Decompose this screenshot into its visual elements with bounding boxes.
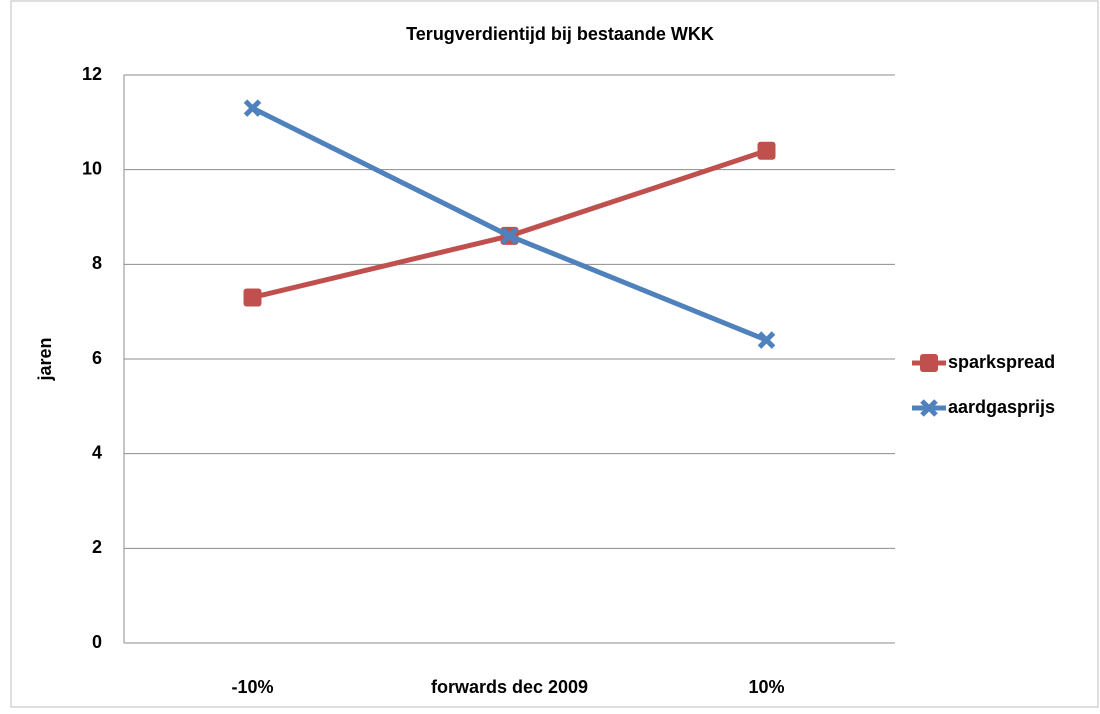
marker: [757, 331, 776, 349]
legend-label: sparkspread: [948, 352, 1055, 372]
y-tick-label: 0: [92, 632, 102, 652]
marker: [757, 141, 776, 160]
x-tick-label: forwards dec 2009: [431, 677, 588, 697]
marker: [500, 227, 519, 245]
y-axis-label: jaren: [35, 337, 55, 381]
x-tick-label: -10%: [231, 677, 273, 697]
legend-label: aardgasprijs: [948, 397, 1055, 417]
y-tick-label: 4: [92, 442, 102, 462]
marker: [243, 99, 262, 117]
marker: [243, 288, 262, 307]
y-tick-label: 12: [82, 64, 102, 84]
y-tick-label: 10: [82, 158, 102, 178]
legend-marker: [920, 399, 938, 417]
x-tick-label: 10%: [748, 677, 784, 697]
y-tick-label: 2: [92, 537, 102, 557]
y-tick-label: 6: [92, 348, 102, 368]
legend-marker: [920, 354, 938, 372]
chart-title: Terugverdientijd bij bestaande WKK: [406, 24, 714, 44]
chart-frame: [10, 0, 1099, 708]
y-tick-label: 8: [92, 253, 102, 273]
